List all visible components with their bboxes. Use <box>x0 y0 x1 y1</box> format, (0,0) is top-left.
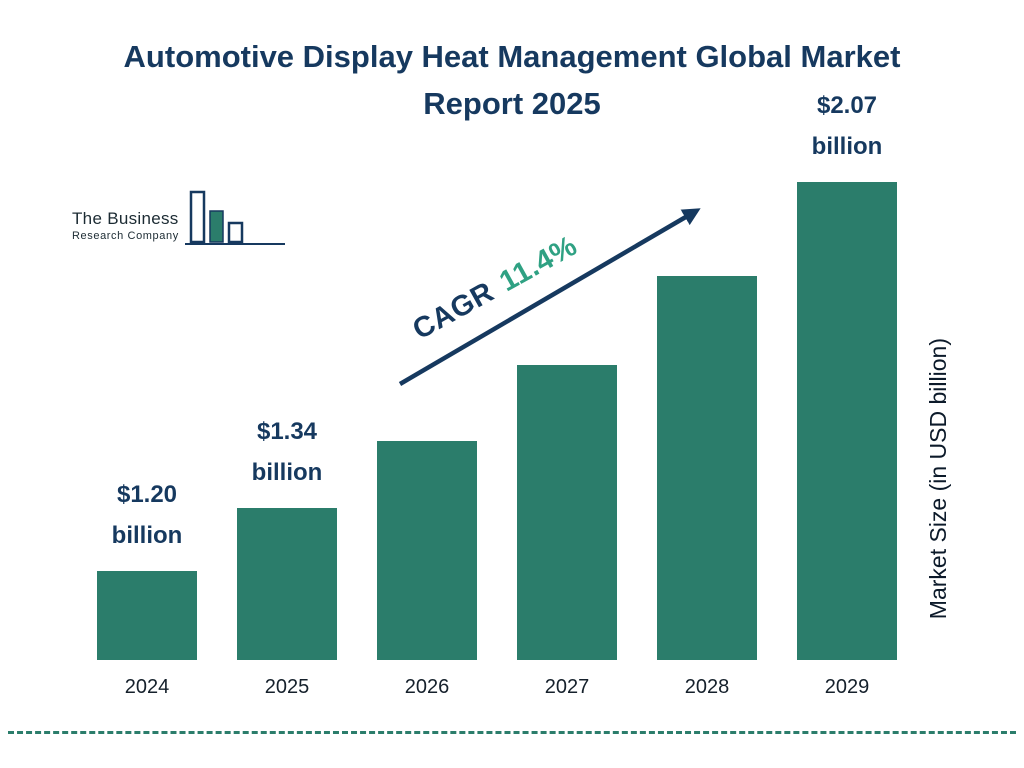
bar <box>237 508 337 660</box>
x-axis-tick-label: 2028 <box>684 676 730 698</box>
x-axis-tick-label: 2029 <box>824 676 870 698</box>
company-logo-name: The Business <box>72 209 179 228</box>
x-axis-tick-label: 2025 <box>264 676 310 698</box>
bar-column: $2.07 billion 2029 <box>797 92 897 698</box>
bar-column: 2028 <box>657 182 757 698</box>
bottom-dashed-divider <box>8 731 1016 734</box>
bar-plot: $1.20 billion 2024 $1.34 billion 2025 2026 20… <box>97 92 897 698</box>
y-axis-label: Market Size (in USD billion) <box>925 338 951 620</box>
x-axis-tick-label: 2024 <box>124 676 170 698</box>
x-axis-tick-label: 2027 <box>544 676 590 698</box>
bar-column: 2027 <box>517 182 617 698</box>
company-logo-text: The Business Research Company <box>72 209 179 242</box>
bar-column: $1.34 billion 2025 <box>237 182 337 698</box>
company-logo: The Business Research Company <box>72 186 289 248</box>
bar <box>657 276 757 660</box>
bar <box>97 571 197 660</box>
page-title: Automotive Display Heat Management Globa… <box>123 39 901 121</box>
bar-value-label: $1.20 billion <box>111 481 183 550</box>
x-axis-tick-label: 2026 <box>404 676 450 698</box>
bar-value-label: $2.07 billion <box>811 92 883 161</box>
company-logo-subname: Research Company <box>72 230 179 242</box>
bar <box>517 365 617 660</box>
bar-chart-logo-icon <box>184 190 285 245</box>
bar <box>797 182 897 660</box>
bar-column: $1.20 billion 2024 <box>97 182 197 698</box>
bar <box>377 441 477 660</box>
bar-value-label: $1.34 billion <box>251 418 323 487</box>
bar-column: 2026 <box>377 182 477 698</box>
